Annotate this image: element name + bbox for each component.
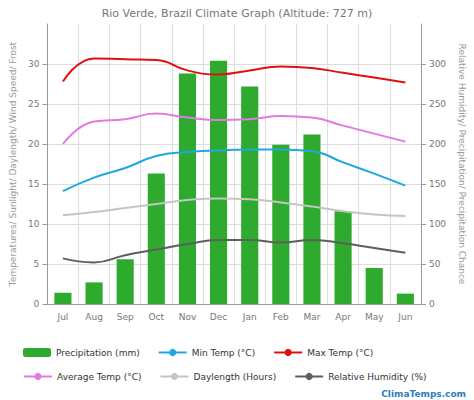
svg-text:0: 0	[429, 299, 435, 309]
svg-text:Average Temp (°C): Average Temp (°C)	[57, 372, 141, 382]
svg-text:Nov: Nov	[179, 312, 197, 322]
svg-text:Sep: Sep	[117, 312, 134, 322]
svg-text:Daylength (Hours): Daylength (Hours)	[193, 372, 276, 382]
svg-text:Aug: Aug	[85, 312, 103, 322]
svg-text:150: 150	[429, 179, 446, 189]
svg-text:30: 30	[28, 59, 40, 69]
svg-text:Precipitation (mm): Precipitation (mm)	[56, 348, 140, 358]
svg-text:200: 200	[429, 139, 446, 149]
svg-text:50: 50	[429, 259, 441, 269]
svg-text:Min Temp (°C): Min Temp (°C)	[192, 348, 255, 358]
svg-text:Mar: Mar	[303, 312, 320, 322]
svg-text:20: 20	[28, 139, 40, 149]
svg-text:Jan: Jan	[242, 312, 257, 322]
svg-text:100: 100	[429, 219, 446, 229]
svg-text:May: May	[365, 312, 384, 322]
svg-text:250: 250	[429, 99, 446, 109]
svg-text:Rio Verde, Brazil Climate Grap: Rio Verde, Brazil Climate Graph (Altitud…	[102, 7, 373, 20]
svg-text:Max Temp (°C): Max Temp (°C)	[307, 348, 373, 358]
svg-text:Temperatures/ Sunlight/ Daylen: Temperatures/ Sunlight/ Daylength/ Wind …	[8, 41, 18, 287]
svg-text:0: 0	[34, 299, 40, 309]
svg-text:15: 15	[28, 179, 39, 189]
svg-text:Relative Humidity (%): Relative Humidity (%)	[328, 372, 426, 382]
svg-text:Apr: Apr	[335, 312, 351, 322]
svg-text:300: 300	[429, 59, 446, 69]
svg-text:Feb: Feb	[273, 312, 289, 322]
svg-text:5: 5	[34, 259, 40, 269]
svg-text:Oct: Oct	[149, 312, 165, 322]
svg-text:Relative Humidity/ Precipitati: Relative Humidity/ Precipitation/ Precip…	[457, 44, 467, 285]
svg-text:ClimaTemps.com: ClimaTemps.com	[381, 389, 466, 399]
svg-text:10: 10	[28, 219, 40, 229]
svg-text:Dec: Dec	[210, 312, 227, 322]
svg-text:25: 25	[28, 99, 39, 109]
svg-text:Jul: Jul	[56, 312, 68, 322]
svg-text:Jun: Jun	[397, 312, 412, 322]
